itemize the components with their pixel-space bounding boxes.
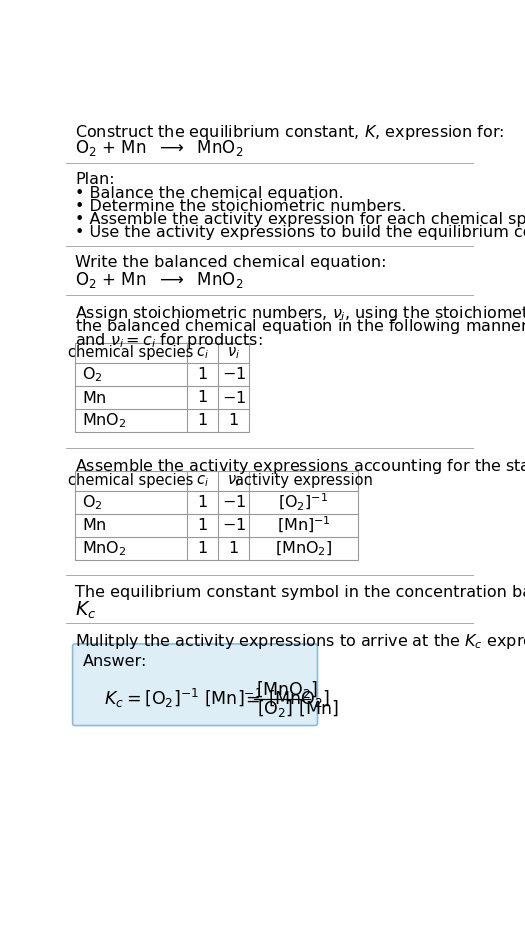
Text: $c_i$: $c_i$ xyxy=(196,345,209,361)
Text: $-1$: $-1$ xyxy=(222,517,246,533)
Text: and $\nu_i = c_i$ for products:: and $\nu_i = c_i$ for products: xyxy=(75,331,262,350)
Text: Construct the equilibrium constant, $K$, expression for:: Construct the equilibrium constant, $K$,… xyxy=(75,123,504,142)
Text: $\mathrm{O_2}$ + Mn  $\longrightarrow$  $\mathrm{MnO_2}$: $\mathrm{O_2}$ + Mn $\longrightarrow$ $\… xyxy=(75,270,243,291)
Text: $\mathrm{Mn}$: $\mathrm{Mn}$ xyxy=(82,517,107,533)
Text: chemical species: chemical species xyxy=(68,473,194,488)
Text: $\mathrm{O_2}$: $\mathrm{O_2}$ xyxy=(82,365,102,384)
Bar xyxy=(75,471,358,560)
Text: Answer:: Answer: xyxy=(82,654,147,669)
Text: $=$: $=$ xyxy=(242,690,260,707)
Text: chemical species: chemical species xyxy=(68,346,194,361)
Text: Mulitply the activity expressions to arrive at the $K_c$ expression:: Mulitply the activity expressions to arr… xyxy=(75,632,525,651)
Text: $-1$: $-1$ xyxy=(222,390,246,405)
Text: 1: 1 xyxy=(229,541,239,555)
Text: $[\mathrm{O_2}]\ [\mathrm{Mn}]$: $[\mathrm{O_2}]\ [\mathrm{Mn}]$ xyxy=(257,698,339,720)
Text: $\mathrm{Mn}$: $\mathrm{Mn}$ xyxy=(82,390,107,405)
Text: 1: 1 xyxy=(198,390,208,405)
Bar xyxy=(75,343,249,432)
Text: The equilibrium constant symbol in the concentration basis is:: The equilibrium constant symbol in the c… xyxy=(75,584,525,599)
Text: $[\mathrm{O_2}]^{-1}$: $[\mathrm{O_2}]^{-1}$ xyxy=(278,492,329,513)
Text: • Balance the chemical equation.: • Balance the chemical equation. xyxy=(75,185,343,200)
Text: $\nu_i$: $\nu_i$ xyxy=(227,473,240,488)
Text: $\mathrm{O_2}$ + Mn  $\longrightarrow$  $\mathrm{MnO_2}$: $\mathrm{O_2}$ + Mn $\longrightarrow$ $\… xyxy=(75,138,243,158)
Text: • Determine the stoichiometric numbers.: • Determine the stoichiometric numbers. xyxy=(75,199,406,213)
Text: $[\mathrm{Mn}]^{-1}$: $[\mathrm{Mn}]^{-1}$ xyxy=(277,515,331,535)
Text: 1: 1 xyxy=(198,518,208,533)
FancyBboxPatch shape xyxy=(72,644,318,725)
Text: • Assemble the activity expression for each chemical species.: • Assemble the activity expression for e… xyxy=(75,212,525,226)
Text: Assemble the activity expressions accounting for the state of matter and $\nu_i$: Assemble the activity expressions accoun… xyxy=(75,457,525,476)
Text: $= [\mathrm{O_2}]^{-1}\ [\mathrm{Mn}]^{-1}\ [\mathrm{MnO_2}]$: $= [\mathrm{O_2}]^{-1}\ [\mathrm{Mn}]^{-… xyxy=(123,687,330,710)
Text: • Use the activity expressions to build the equilibrium constant expression.: • Use the activity expressions to build … xyxy=(75,225,525,240)
Text: 1: 1 xyxy=(198,413,208,428)
Text: $\mathrm{MnO_2}$: $\mathrm{MnO_2}$ xyxy=(82,411,127,430)
Text: $\mathrm{MnO_2}$: $\mathrm{MnO_2}$ xyxy=(82,539,127,557)
Text: the balanced chemical equation in the following manner: $\nu_i = -c_i$ for react: the balanced chemical equation in the fo… xyxy=(75,318,525,336)
Text: 1: 1 xyxy=(229,413,239,428)
Text: Write the balanced chemical equation:: Write the balanced chemical equation: xyxy=(75,255,386,270)
Text: $K_c$: $K_c$ xyxy=(75,600,96,622)
Text: $\mathrm{O_2}$: $\mathrm{O_2}$ xyxy=(82,493,102,512)
Text: Plan:: Plan: xyxy=(75,171,114,187)
Text: Assign stoichiometric numbers, $\nu_i$, using the stoichiometric coefficients, $: Assign stoichiometric numbers, $\nu_i$, … xyxy=(75,305,525,323)
Text: $-1$: $-1$ xyxy=(222,366,246,382)
Text: $-1$: $-1$ xyxy=(222,494,246,510)
Text: $c_i$: $c_i$ xyxy=(196,473,209,488)
Text: $[\mathrm{MnO_2}]$: $[\mathrm{MnO_2}]$ xyxy=(275,540,332,557)
Text: 1: 1 xyxy=(198,495,208,510)
Text: 1: 1 xyxy=(198,541,208,555)
Text: activity expression: activity expression xyxy=(235,473,373,488)
Text: $K_c$: $K_c$ xyxy=(104,689,124,708)
Text: $\nu_i$: $\nu_i$ xyxy=(227,345,240,361)
Text: 1: 1 xyxy=(198,367,208,382)
Text: $[\mathrm{MnO_2}]$: $[\mathrm{MnO_2}]$ xyxy=(256,678,318,700)
